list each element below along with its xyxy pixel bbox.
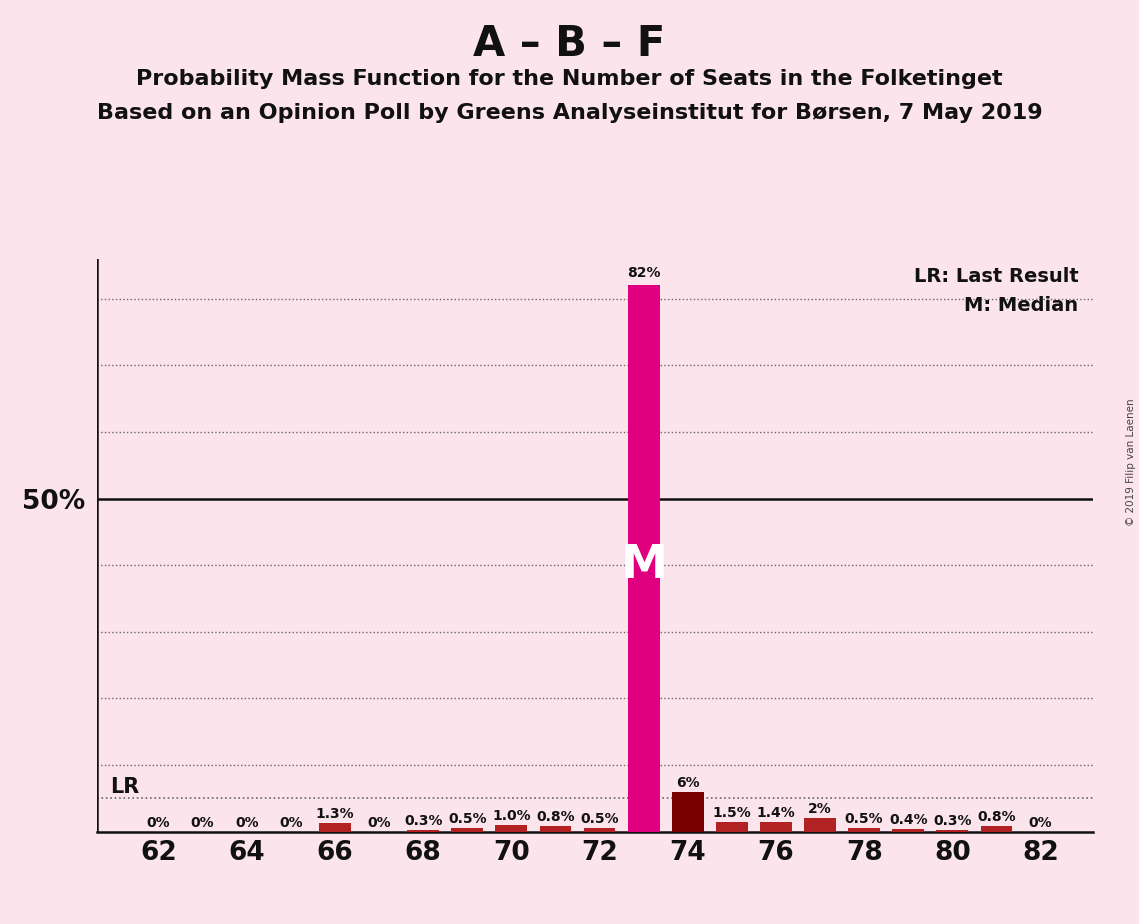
Text: 0%: 0% xyxy=(235,816,259,830)
Text: 0%: 0% xyxy=(279,816,303,830)
Bar xyxy=(495,825,527,832)
Text: 0%: 0% xyxy=(147,816,171,830)
Text: 0.8%: 0.8% xyxy=(977,810,1016,824)
Bar xyxy=(672,792,704,832)
Bar xyxy=(583,828,615,832)
Text: 0%: 0% xyxy=(191,816,214,830)
Text: LR: Last Result: LR: Last Result xyxy=(913,267,1079,286)
Bar xyxy=(408,830,439,832)
Text: © 2019 Filip van Laenen: © 2019 Filip van Laenen xyxy=(1125,398,1136,526)
Bar xyxy=(716,821,747,832)
Text: A – B – F: A – B – F xyxy=(474,23,665,65)
Text: 0.3%: 0.3% xyxy=(933,814,972,828)
Text: 0.4%: 0.4% xyxy=(888,813,927,827)
Text: LR: LR xyxy=(110,777,139,796)
Bar xyxy=(849,828,880,832)
Text: M: M xyxy=(620,542,667,588)
Bar xyxy=(319,823,351,832)
Text: Based on an Opinion Poll by Greens Analyseinstitut for Børsen, 7 May 2019: Based on an Opinion Poll by Greens Analy… xyxy=(97,103,1042,124)
Bar xyxy=(892,829,924,832)
Text: 1.0%: 1.0% xyxy=(492,808,531,823)
Text: 0.5%: 0.5% xyxy=(448,812,486,826)
Bar xyxy=(628,286,659,832)
Bar xyxy=(451,828,483,832)
Text: 6%: 6% xyxy=(675,775,699,790)
Text: 0%: 0% xyxy=(1029,816,1052,830)
Bar xyxy=(760,822,792,832)
Text: Probability Mass Function for the Number of Seats in the Folketinget: Probability Mass Function for the Number… xyxy=(137,69,1002,90)
Bar xyxy=(540,826,572,832)
Bar xyxy=(804,819,836,832)
Text: 2%: 2% xyxy=(809,802,831,816)
Text: 0%: 0% xyxy=(367,816,391,830)
Text: M: Median: M: Median xyxy=(965,296,1079,315)
Text: 0.5%: 0.5% xyxy=(845,812,884,826)
Text: 0.3%: 0.3% xyxy=(404,814,442,828)
Text: 1.5%: 1.5% xyxy=(713,806,752,820)
Text: 82%: 82% xyxy=(626,266,661,280)
Text: 1.3%: 1.3% xyxy=(316,807,354,821)
Bar xyxy=(936,830,968,832)
Text: 0.5%: 0.5% xyxy=(580,812,618,826)
Bar xyxy=(981,826,1013,832)
Text: 0.8%: 0.8% xyxy=(536,810,575,824)
Text: 1.4%: 1.4% xyxy=(756,807,795,821)
